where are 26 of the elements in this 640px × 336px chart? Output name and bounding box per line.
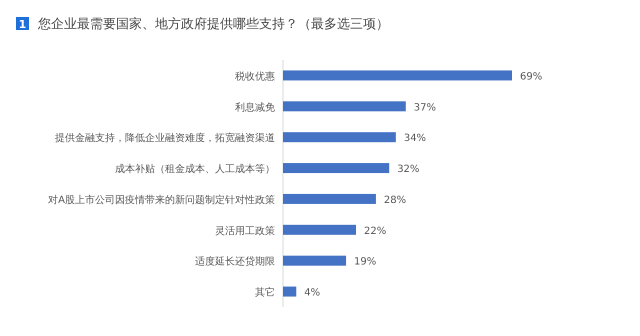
- badge: 1: [16, 17, 29, 31]
- data-label: 4%: [304, 288, 320, 299]
- bar: [283, 194, 376, 204]
- bar: [283, 101, 406, 112]
- data-label: 19%: [354, 256, 376, 268]
- y-tick-label: 税收优惠: [235, 70, 275, 82]
- y-tick-label: 利息减免: [235, 101, 275, 114]
- data-label: 69%: [520, 71, 542, 82]
- bar: [283, 224, 356, 235]
- data-label: 22%: [364, 226, 386, 237]
- y-tick-label: 适度延长还贷期限: [195, 256, 275, 268]
- data-label: 37%: [414, 102, 436, 114]
- y-tick-label: 成本补贴（租金成本、人工成本等）: [115, 163, 275, 176]
- y-tick-label: 对A股上市公司因疫情带来的新问题制定针对性政策: [48, 194, 275, 206]
- data-label: 34%: [404, 133, 426, 144]
- chart-title: 您企业最需要国家、地方政府提供哪些支持？（最多选三项）: [37, 16, 389, 32]
- y-tick-label: 灵活用工政策: [215, 224, 275, 237]
- data-label: 32%: [397, 164, 420, 176]
- bar: [283, 163, 390, 174]
- y-tick-label: 提供金融支持，降低企业融资难度，拓宽融资渠道: [55, 132, 275, 144]
- y-tick-label: 其它: [255, 286, 275, 299]
- data-label: 28%: [384, 194, 406, 206]
- bar: [283, 70, 512, 80]
- bar: [283, 286, 296, 297]
- bar: [283, 256, 346, 266]
- bar: [283, 132, 396, 142]
